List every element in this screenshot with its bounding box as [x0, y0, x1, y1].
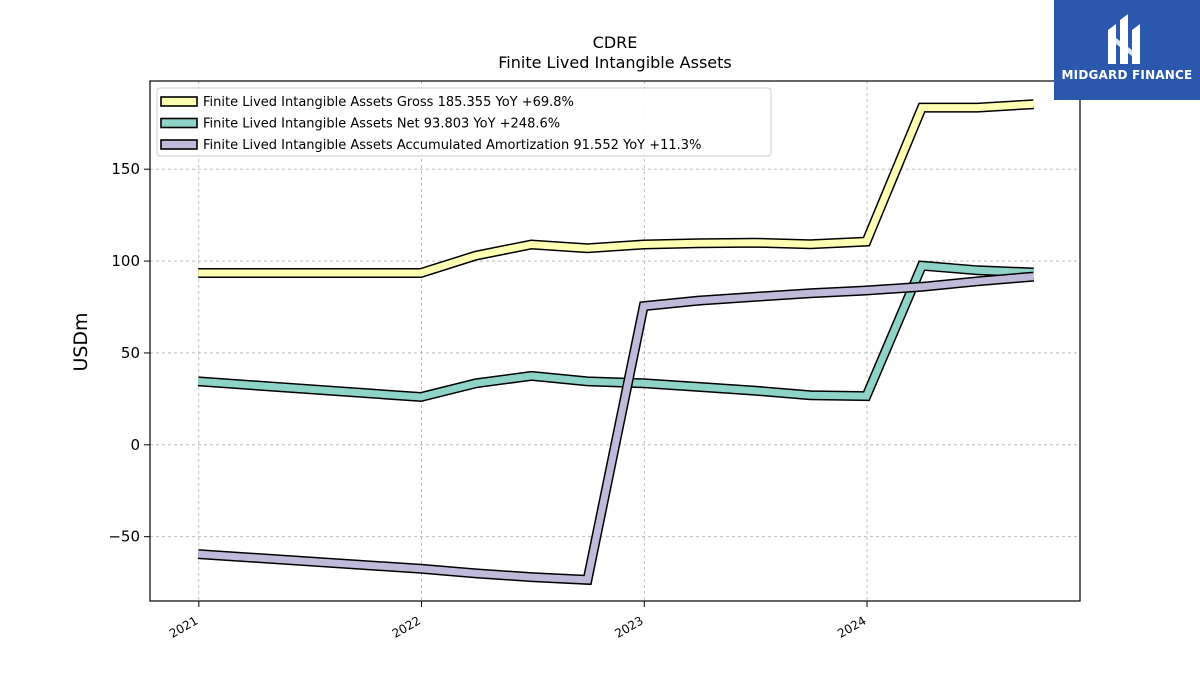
y-tick-label: −50 [108, 528, 140, 546]
chart-subtitle: Finite Lived Intangible Assets [498, 53, 731, 72]
logo-name: MIDGARD FINANCE [1061, 68, 1193, 82]
series-2 [197, 271, 1035, 586]
y-tick-label: 100 [111, 252, 140, 270]
plot-frame [149, 80, 1081, 602]
y-tick-label: 50 [121, 344, 140, 362]
series-line [198, 100, 1034, 277]
legend-swatch [160, 96, 198, 107]
y-axis-label: USDm [70, 312, 92, 371]
legend-swatch [160, 139, 198, 150]
x-tick-label: 2023 [612, 613, 645, 640]
x-tick-label: 2024 [835, 613, 868, 640]
x-tick-label: 2022 [390, 613, 423, 640]
midgard-logo-icon [1108, 14, 1140, 64]
legend-entry: Finite Lived Intangible Assets Net 93.80… [203, 117, 560, 132]
x-tick-label: 2021 [167, 613, 200, 640]
series-line [197, 273, 1034, 584]
series-layer [197, 99, 1035, 586]
series-line [197, 262, 1034, 401]
series-0 [198, 99, 1034, 278]
legend: Finite Lived Intangible Assets Gross 185… [156, 87, 772, 157]
legend-entry: Finite Lived Intangible Assets Accumulat… [203, 138, 701, 153]
legend-frame [156, 87, 772, 157]
midgard-finance-logo: MIDGARD FINANCE [1054, 0, 1200, 100]
axis-layer: −50 0 50 100 150 2021 2022 2023 2024 [108, 160, 868, 641]
chart-title: CDRE [593, 33, 638, 52]
y-tick-label: 0 [130, 436, 140, 454]
series-1 [197, 260, 1034, 403]
legend-swatch [160, 117, 198, 129]
legend-entry: Finite Lived Intangible Assets Gross 185… [203, 95, 574, 110]
y-tick-label: 150 [111, 160, 140, 178]
grid-layer [150, 81, 1080, 601]
